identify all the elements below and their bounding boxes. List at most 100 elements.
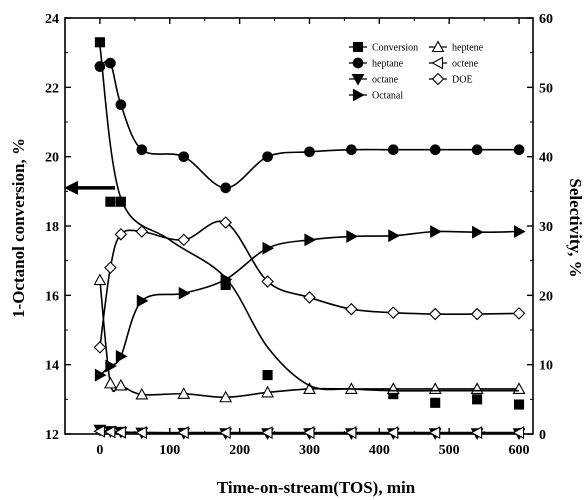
data-point-octanal: [430, 225, 442, 238]
series-layer: [64, 37, 526, 440]
data-point-octanal: [178, 286, 191, 300]
data-point-heptane: [136, 144, 148, 156]
axis-arrow-head: [64, 180, 78, 195]
y-right-tick-label: 50: [539, 81, 553, 96]
data-point-octene: [114, 425, 126, 439]
y-right-tick-label: 0: [539, 428, 546, 443]
x-tick-label: 500: [439, 443, 460, 458]
data-point-heptene: [303, 382, 316, 394]
data-point-doe: [345, 302, 358, 316]
series-heptane: [94, 57, 525, 194]
data-point-doe: [135, 225, 149, 238]
data-point-heptane: [429, 144, 441, 156]
data-point-doe: [512, 307, 526, 320]
data-point-octene: [93, 424, 105, 438]
data-point-conversion: [262, 370, 273, 381]
data-point-octene: [512, 426, 525, 440]
legend-label-conversion: Conversion: [372, 43, 418, 54]
y-right-tick-label: 20: [539, 289, 553, 304]
legend-item-conversion: Conversion: [349, 41, 418, 54]
data-point-octene: [344, 426, 357, 440]
data-point-octene: [470, 426, 483, 440]
y-left-tick-label: 20: [45, 151, 59, 166]
data-point-conversion: [94, 37, 105, 48]
data-point-octene: [386, 426, 399, 440]
x-tick-label: 600: [509, 443, 530, 458]
data-point-octanal: [262, 241, 275, 255]
data-point-heptene: [219, 390, 233, 403]
x-tick-label: 300: [299, 443, 320, 458]
data-point-conversion: [430, 397, 441, 408]
legend-label-octene: octene: [452, 59, 479, 70]
series-conversion: [94, 37, 525, 410]
data-point-octene: [177, 426, 189, 440]
data-point-heptene: [103, 376, 117, 389]
legend-label-octane: octane: [372, 75, 399, 86]
y-axis-left-title: 1-Octanol conversion, %: [9, 138, 28, 318]
axis-arrow: [64, 180, 115, 195]
data-point-octene: [135, 426, 147, 440]
y-right-tick-label: 60: [539, 12, 553, 27]
data-point-conversion: [472, 394, 483, 405]
data-point-heptane: [115, 99, 127, 111]
data-point-octanal: [346, 229, 359, 243]
data-point-octene: [260, 426, 273, 440]
data-point-doe: [93, 341, 107, 354]
data-point-conversion: [105, 196, 116, 207]
data-point-octanal: [304, 233, 317, 247]
legend-label-heptene: heptene: [452, 43, 484, 54]
y-right-tick-label: 30: [539, 220, 553, 235]
data-point-heptane: [178, 151, 190, 163]
x-tick-label: 200: [229, 443, 250, 458]
data-point-doe: [114, 228, 128, 241]
x-axis-title: Time-on-stream(TOS), min: [217, 478, 416, 497]
data-point-heptane: [105, 57, 116, 69]
y-left-tick-label: 16: [45, 289, 59, 304]
data-point-doe: [177, 233, 191, 247]
data-point-doe: [261, 275, 274, 288]
data-point-doe: [104, 261, 117, 274]
y-right-tick-label: 40: [539, 151, 553, 166]
data-point-heptane: [304, 146, 315, 158]
legend-marker-octane: [351, 73, 365, 86]
series-line-conversion: [99, 45, 519, 392]
y-axis-right-title: Selectivity, %: [566, 178, 584, 277]
series-octene: [93, 424, 525, 440]
data-point-doe: [387, 306, 400, 319]
legend-marker-doe: [431, 72, 445, 86]
data-point-heptene: [135, 387, 149, 400]
legend-item-heptane: heptane: [349, 57, 404, 70]
x-tick-label: 400: [369, 443, 390, 458]
x-tick-label: 0: [96, 443, 103, 458]
data-point-heptene: [93, 273, 107, 286]
data-point-heptane: [94, 61, 106, 72]
legend-marker-heptene: [431, 40, 445, 53]
y-left-tick-label: 22: [45, 81, 59, 96]
data-point-doe: [470, 307, 484, 321]
legend-item-octanal: Octanal: [349, 88, 403, 102]
data-point-heptane: [387, 144, 399, 156]
data-point-heptane: [471, 144, 483, 156]
legend-label-doe: DOE: [452, 75, 473, 86]
legend-item-heptene: heptene: [429, 40, 484, 54]
legend-marker-octene: [431, 56, 444, 70]
legend-item-octane: octane: [349, 73, 399, 86]
x-tick-label: 100: [159, 443, 180, 458]
legend-marker-octanal: [352, 88, 365, 102]
data-point-heptane: [513, 144, 525, 156]
data-point-octanal: [388, 229, 400, 243]
data-point-heptane: [346, 144, 357, 156]
data-point-octene: [302, 426, 315, 440]
data-point-doe: [219, 216, 232, 229]
series-octanal: [94, 225, 526, 382]
data-point-conversion: [513, 399, 525, 410]
legend: Conversion heptane octane Octanal heptene oct…: [349, 40, 484, 102]
data-point-heptane: [262, 151, 273, 163]
data-point-doe: [428, 307, 442, 321]
data-point-heptane: [220, 182, 232, 194]
data-point-octanal: [513, 225, 526, 238]
data-point-heptene: [261, 385, 274, 398]
series-doe: [93, 216, 526, 354]
data-point-octanal: [94, 368, 107, 382]
data-point-octanal: [115, 349, 128, 363]
